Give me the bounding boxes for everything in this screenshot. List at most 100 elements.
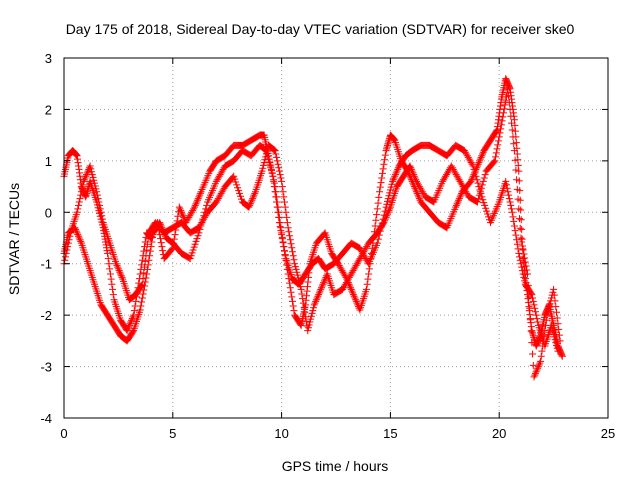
data-point [351, 294, 359, 302]
data-point [268, 169, 276, 177]
data-point [454, 198, 462, 206]
data-point [383, 210, 391, 218]
data-point [542, 321, 550, 329]
data-point [413, 189, 421, 197]
data-point [542, 316, 550, 324]
data-point [273, 153, 281, 161]
data-point [91, 182, 99, 190]
x-tick-label: 20 [492, 426, 506, 441]
data-point [508, 205, 516, 213]
data-point [236, 189, 244, 197]
data-point [129, 328, 137, 336]
data-point [375, 193, 383, 201]
data-point [271, 147, 279, 155]
data-point [64, 239, 72, 247]
data-point [558, 352, 566, 360]
series-trace-c [60, 85, 564, 381]
data-point [148, 233, 156, 241]
data-point [505, 92, 513, 100]
data-point [315, 289, 323, 297]
data-point [505, 195, 513, 203]
data-point [250, 191, 258, 199]
data-point [529, 350, 537, 358]
data-point [85, 164, 93, 172]
data-point [531, 371, 539, 379]
data-point [178, 208, 186, 216]
data-point [506, 105, 514, 113]
data-point [72, 227, 80, 235]
data-point [522, 262, 530, 270]
data-point [130, 311, 138, 319]
data-point [267, 164, 275, 172]
data-point [374, 235, 382, 243]
data-point [124, 325, 132, 333]
data-point [74, 205, 82, 213]
data-point [278, 183, 286, 191]
data-point [513, 240, 521, 248]
data-point [271, 188, 279, 196]
data-point [115, 267, 123, 275]
data-point [193, 235, 201, 243]
data-point [274, 160, 282, 168]
data-point [104, 255, 112, 263]
data-point [526, 304, 534, 312]
data-point [537, 357, 545, 365]
data-point [553, 314, 561, 322]
data-point [389, 176, 397, 184]
data-point [551, 336, 559, 344]
data-point [289, 252, 297, 260]
data-point [508, 208, 516, 216]
data-point [88, 171, 96, 179]
data-point [510, 147, 518, 155]
data-point [262, 150, 270, 158]
data-point [277, 174, 285, 182]
data-point [75, 234, 83, 242]
data-point [128, 315, 136, 323]
data-point [468, 174, 476, 182]
data-point [347, 284, 355, 292]
data-point [529, 361, 537, 369]
data-point [286, 284, 294, 292]
data-point [472, 172, 480, 180]
data-point [495, 133, 503, 141]
data-point [77, 188, 85, 196]
data-point [452, 203, 460, 211]
data-point [516, 215, 524, 223]
data-point [510, 217, 518, 225]
data-point [189, 246, 197, 254]
data-point [476, 157, 484, 165]
data-point [286, 236, 294, 244]
data-point [457, 191, 465, 199]
data-point [287, 288, 295, 296]
data-point [477, 153, 485, 161]
x-tick-label: 15 [383, 426, 397, 441]
data-point [284, 224, 292, 232]
data-point [552, 303, 560, 311]
data-point [275, 213, 283, 221]
data-point [411, 174, 419, 182]
data-point [282, 208, 290, 216]
data-point [479, 148, 487, 156]
data-point [98, 215, 106, 223]
data-point [389, 177, 397, 185]
data-point [156, 235, 164, 243]
data-point [406, 162, 414, 170]
data-point [266, 161, 274, 169]
data-point [61, 253, 69, 261]
data-point [281, 203, 289, 211]
data-point [503, 184, 511, 192]
y-tick-label: 3 [45, 51, 52, 66]
data-point [191, 240, 199, 248]
data-point [300, 304, 308, 312]
data-point [175, 203, 183, 211]
data-point [455, 195, 463, 203]
data-point [235, 187, 243, 195]
data-point [371, 222, 379, 230]
data-point [552, 339, 560, 347]
data-point [394, 164, 402, 172]
data-point [517, 234, 525, 242]
data-point [249, 195, 257, 203]
data-point [195, 193, 203, 201]
data-point [309, 307, 317, 315]
data-point [384, 208, 392, 216]
